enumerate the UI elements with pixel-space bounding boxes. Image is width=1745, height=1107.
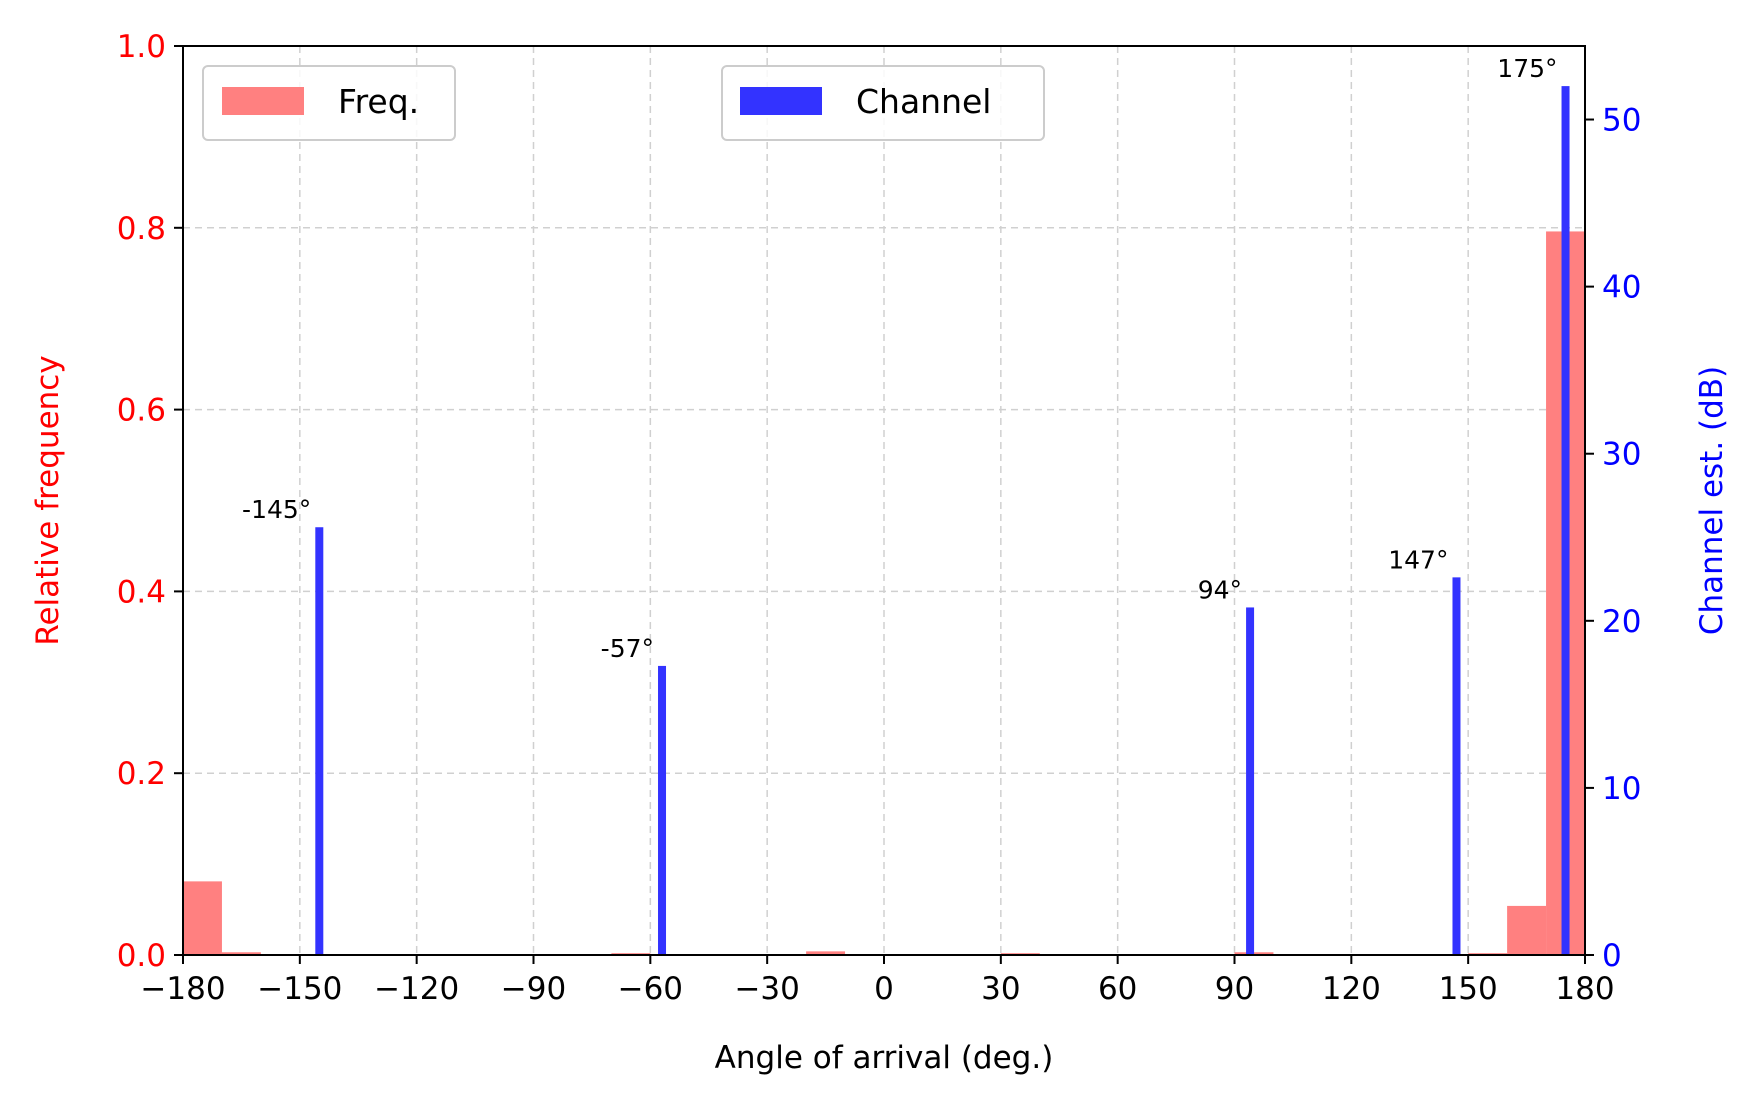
y-left-tick-label: 0.0 bbox=[117, 938, 166, 974]
y-axis-left-title: Relative frequency bbox=[30, 355, 66, 645]
x-axis: −180 −150 −120 −90 −60 −30 0 30 60 90 120 150 180 bbox=[140, 955, 1615, 1007]
grid bbox=[183, 46, 1585, 955]
channel-series bbox=[315, 86, 1570, 955]
x-axis-title: Angle of arrival (deg.) bbox=[715, 1040, 1054, 1076]
y-right-tick-label: 40 bbox=[1602, 270, 1641, 306]
x-tick-label: 0 bbox=[874, 971, 894, 1007]
peak-labels: -145° -57° 94° 147° 175° bbox=[242, 54, 1557, 663]
channel-peak-label: -145° bbox=[242, 495, 311, 524]
y-axis-right: 0 10 20 30 40 50 bbox=[1585, 103, 1641, 974]
y-left-tick-label: 0.2 bbox=[117, 756, 166, 792]
legend-channel-label: Channel bbox=[856, 82, 991, 121]
freq-bar bbox=[806, 951, 846, 955]
legend-freq-swatch bbox=[222, 87, 304, 115]
x-tick-label: −180 bbox=[140, 971, 225, 1007]
x-tick-label: −60 bbox=[618, 971, 683, 1007]
y-left-tick-label: 0.6 bbox=[117, 393, 166, 429]
y-right-tick-label: 30 bbox=[1602, 437, 1641, 473]
channel-bar bbox=[1246, 607, 1255, 955]
y-right-tick-label: 20 bbox=[1602, 604, 1641, 640]
y-left-tick-label: 0.8 bbox=[117, 211, 166, 247]
y-right-tick-label: 10 bbox=[1602, 771, 1641, 807]
freq-bar bbox=[221, 952, 261, 955]
freq-bar bbox=[1507, 905, 1547, 955]
channel-peak-label: -57° bbox=[601, 634, 654, 663]
x-tick-label: −90 bbox=[501, 971, 566, 1007]
x-tick-label: 90 bbox=[1215, 971, 1254, 1007]
x-tick-label: 120 bbox=[1322, 971, 1381, 1007]
channel-peak-label: 94° bbox=[1198, 575, 1242, 604]
channel-peak-label: 175° bbox=[1497, 54, 1557, 83]
x-tick-label: 60 bbox=[1098, 971, 1137, 1007]
channel-bar bbox=[1561, 86, 1570, 955]
legend-channel-box bbox=[721, 65, 1045, 141]
legend-channel: Channel bbox=[721, 65, 1045, 141]
y-right-tick-label: 50 bbox=[1602, 103, 1641, 139]
x-tick-label: 30 bbox=[981, 971, 1020, 1007]
y-axis-right-title: Channel est. (dB) bbox=[1694, 366, 1730, 635]
x-tick-label: −120 bbox=[374, 971, 459, 1007]
legend-freq-box bbox=[202, 65, 456, 141]
x-tick-label: −150 bbox=[257, 971, 342, 1007]
x-tick-label: 150 bbox=[1439, 971, 1498, 1007]
channel-bar bbox=[1452, 577, 1461, 955]
channel-bar bbox=[315, 527, 324, 955]
x-tick-label: 180 bbox=[1555, 971, 1614, 1007]
channel-bar bbox=[658, 665, 667, 955]
legend-freq: Freq. bbox=[202, 65, 456, 141]
legend-channel-swatch bbox=[740, 87, 822, 115]
x-tick-label: −30 bbox=[734, 971, 799, 1007]
freq-bar bbox=[183, 881, 222, 955]
channel-peak-label: 147° bbox=[1388, 545, 1448, 574]
y-right-tick-label: 0 bbox=[1602, 938, 1622, 974]
y-left-tick-label: 1.0 bbox=[117, 29, 166, 65]
y-left-tick-label: 0.4 bbox=[117, 574, 166, 610]
legend-freq-label: Freq. bbox=[338, 82, 419, 121]
y-axis-left: 0.0 0.2 0.4 0.6 0.8 1.0 bbox=[117, 29, 183, 974]
